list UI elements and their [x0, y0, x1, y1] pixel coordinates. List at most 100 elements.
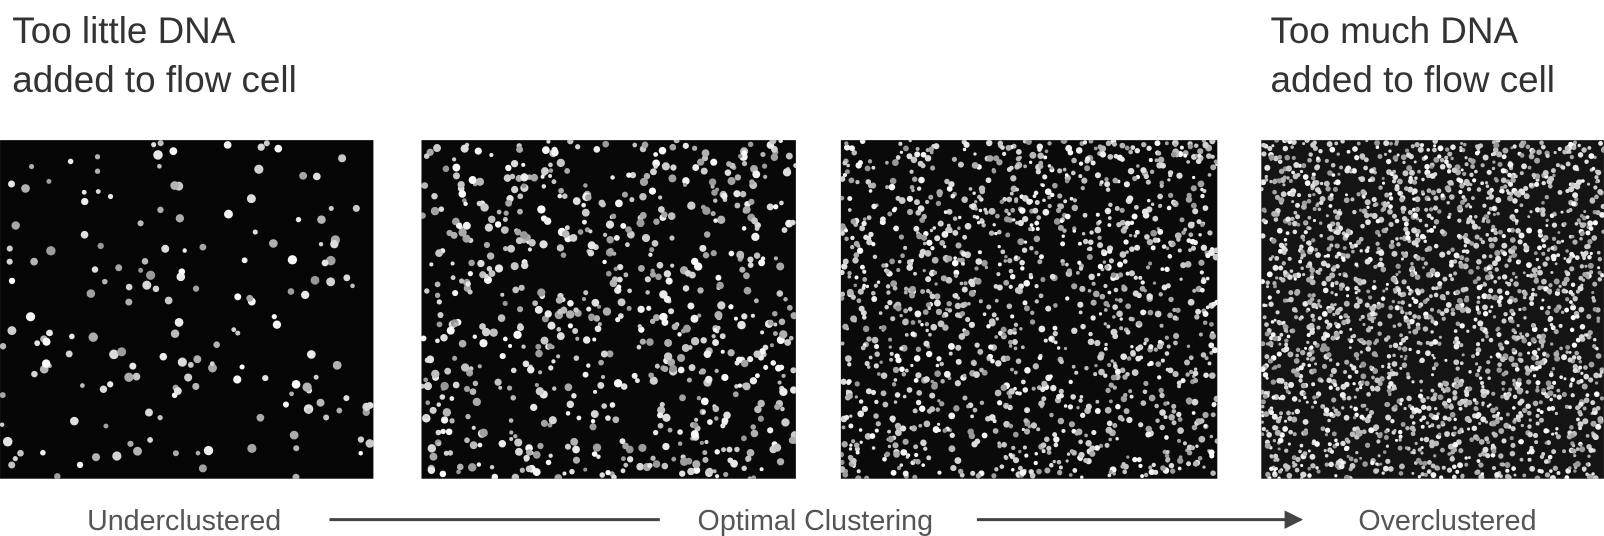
spot	[329, 206, 334, 211]
spot	[1400, 398, 1404, 402]
spot	[1424, 164, 1430, 170]
spot	[653, 164, 658, 169]
spot	[77, 462, 83, 468]
spot	[1392, 300, 1395, 303]
spot	[1571, 315, 1576, 320]
spot	[909, 139, 912, 142]
spot	[1017, 256, 1020, 259]
spot	[691, 430, 699, 438]
spot	[1109, 258, 1114, 263]
spot	[1360, 153, 1366, 159]
spot	[1444, 156, 1448, 160]
spot	[871, 296, 877, 302]
spot	[953, 216, 958, 221]
spot	[1538, 286, 1542, 290]
spot	[1509, 309, 1514, 314]
spot	[1364, 381, 1369, 386]
spot	[1353, 416, 1356, 419]
spot	[1263, 394, 1268, 399]
spot	[697, 159, 704, 166]
spot	[1533, 401, 1539, 407]
spot	[1336, 387, 1340, 391]
spot	[1188, 144, 1193, 149]
spot	[926, 329, 929, 332]
spot	[1420, 452, 1423, 455]
spot	[1310, 273, 1314, 277]
spot	[1522, 474, 1526, 478]
spot	[0, 422, 4, 427]
spot	[854, 241, 860, 247]
spot	[1095, 172, 1101, 178]
spot	[1261, 151, 1266, 156]
spot	[1389, 243, 1395, 249]
spot	[568, 323, 573, 328]
spot	[176, 214, 184, 222]
spot	[1290, 145, 1293, 148]
spot	[21, 184, 30, 193]
spot	[1150, 230, 1157, 237]
spot	[1094, 364, 1097, 367]
spot	[1398, 270, 1401, 273]
spot	[157, 164, 162, 169]
spot	[1597, 266, 1600, 269]
spot	[747, 356, 753, 362]
spot	[981, 223, 985, 227]
spot	[1129, 246, 1135, 252]
spot	[1325, 186, 1330, 191]
spot	[1194, 367, 1197, 370]
spot	[842, 324, 848, 330]
spot	[503, 217, 508, 222]
spot	[535, 383, 539, 387]
spot	[1071, 328, 1077, 334]
spot	[165, 297, 173, 305]
spot	[1041, 381, 1047, 387]
spot	[1379, 463, 1382, 466]
spot	[885, 161, 889, 165]
spot	[1372, 197, 1377, 202]
spot	[1388, 305, 1393, 310]
spot	[1034, 236, 1041, 243]
spot	[1123, 239, 1128, 244]
spot	[1565, 345, 1570, 350]
spot	[1023, 280, 1030, 287]
spot	[1331, 397, 1336, 402]
spot	[1433, 206, 1438, 211]
spot	[1306, 277, 1312, 283]
spot	[40, 450, 46, 456]
spot	[561, 307, 567, 313]
spot	[521, 163, 525, 167]
spot	[1054, 443, 1059, 448]
spot	[89, 332, 98, 341]
spot	[1052, 183, 1058, 189]
spot	[420, 212, 426, 218]
spot	[1577, 355, 1582, 360]
spot	[1157, 375, 1161, 379]
spot	[848, 208, 852, 212]
spot	[939, 401, 944, 406]
spot	[637, 345, 642, 350]
spot	[955, 303, 961, 309]
spot	[707, 419, 713, 425]
spot	[1545, 224, 1548, 227]
spot	[857, 469, 861, 473]
spot	[1029, 469, 1034, 474]
spot	[903, 439, 909, 445]
spot	[126, 284, 133, 291]
spot	[1112, 472, 1115, 475]
spot	[887, 300, 892, 305]
spot	[849, 177, 855, 183]
spot	[911, 189, 915, 193]
spot	[1577, 405, 1581, 409]
spot	[899, 366, 905, 372]
spot	[668, 212, 676, 220]
spot	[1065, 296, 1069, 300]
spot	[7, 246, 13, 252]
spot	[700, 337, 706, 343]
spot	[1378, 250, 1384, 256]
spot	[1120, 353, 1127, 360]
spot	[1198, 456, 1203, 461]
spot	[1507, 195, 1513, 201]
spot	[1209, 333, 1216, 340]
spot	[1315, 466, 1318, 469]
spot	[1400, 310, 1404, 314]
